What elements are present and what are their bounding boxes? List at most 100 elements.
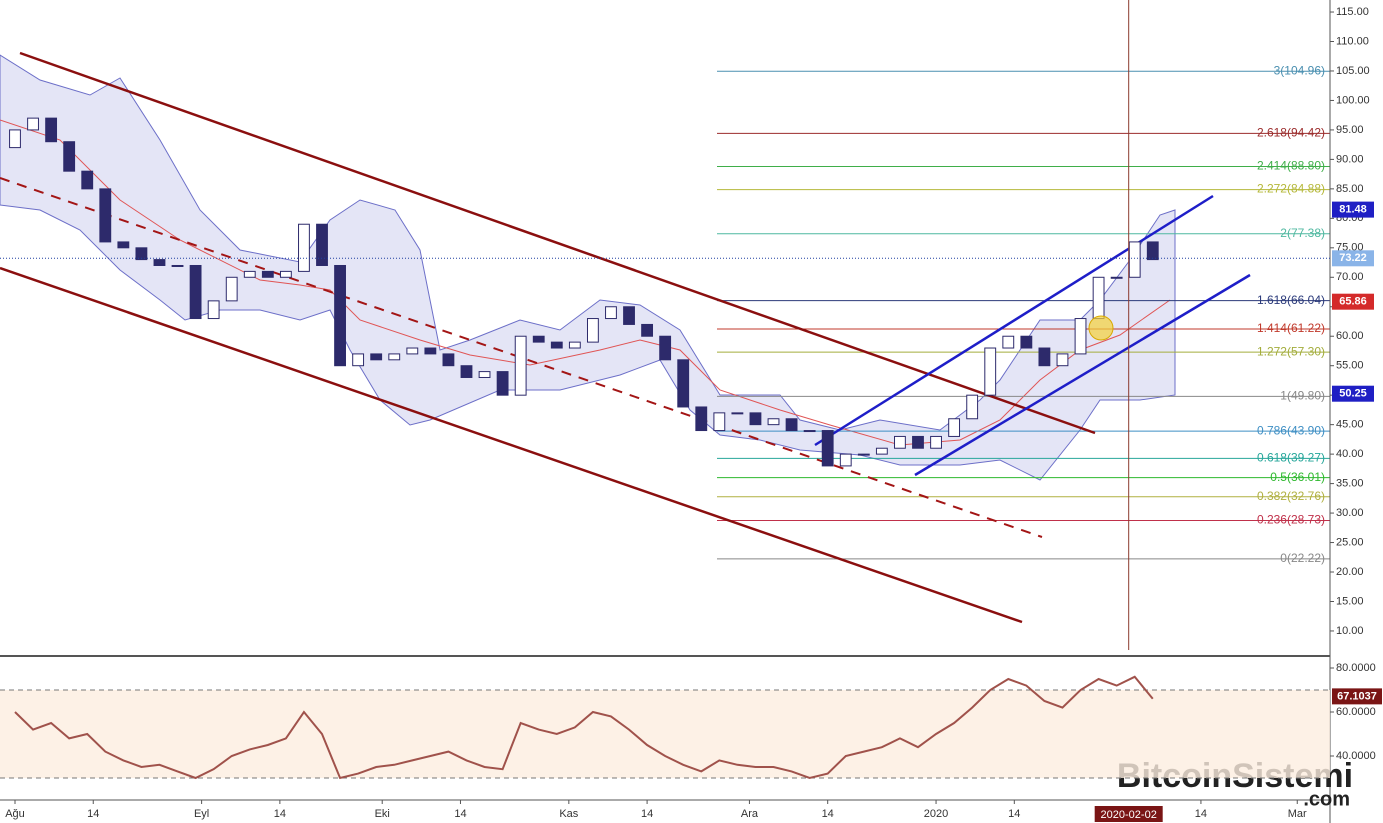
rising-channel	[814, 194, 1214, 447]
price-tag	[1332, 293, 1374, 310]
y-tick-label: 70.00	[1336, 271, 1364, 283]
candle-body	[641, 323, 654, 337]
fibonacci: 3(104.96) 2.618(94.42) 2.414(88.80) 2.272(8…	[717, 63, 1330, 565]
candle-body	[153, 259, 166, 266]
highlight	[1088, 315, 1114, 341]
y-tick-label: 55.00	[1336, 360, 1364, 372]
fib-label: 0.5(36.01)	[1270, 470, 1325, 484]
y-tick-label: 105.00	[1336, 65, 1370, 77]
fib-label: 2(77.38)	[1280, 226, 1325, 240]
candle-body	[1020, 335, 1033, 349]
fib-label: 0(22.22)	[1280, 551, 1325, 565]
candle-body	[821, 430, 834, 467]
candle-body	[966, 394, 979, 420]
candle-body	[550, 341, 563, 349]
candle-body	[261, 270, 274, 278]
candle-body	[875, 447, 888, 455]
candle-body	[496, 371, 509, 396]
candle-body	[298, 223, 310, 272]
candle-body	[478, 371, 491, 378]
candle-body	[677, 359, 690, 408]
candle-body	[1128, 241, 1141, 278]
candle-body	[1056, 353, 1069, 367]
y-tick-label: 90.00	[1336, 153, 1364, 165]
candle-body	[424, 347, 437, 355]
y-tick-label: 25.00	[1336, 536, 1364, 548]
y-tick-label: 40.0000	[1336, 750, 1376, 762]
candle-body	[568, 341, 581, 349]
y-tick-label: 115.00	[1336, 6, 1369, 18]
candle-body	[803, 430, 816, 433]
x-tick-label: Kas	[559, 808, 578, 820]
y-tick-label: 35.00	[1336, 478, 1364, 490]
fib-label: 2.414(88.80)	[1257, 159, 1325, 173]
rsi-band	[0, 690, 1330, 778]
fib-label: 0.382(32.76)	[1257, 489, 1325, 503]
y-tick-label: 95.00	[1336, 124, 1364, 136]
price-tag	[1332, 201, 1374, 218]
candle-body	[749, 412, 762, 426]
fib-label: 1(49.80)	[1280, 389, 1325, 403]
rsi-tag	[1332, 688, 1382, 705]
price-tag-label: 65.86	[1339, 296, 1367, 308]
rsi-line	[14, 675, 1154, 780]
candle-body	[623, 306, 635, 325]
x-tick-label: 14	[274, 808, 286, 820]
candle-body	[117, 241, 130, 249]
rising-channel	[914, 273, 1251, 477]
candle-body	[1110, 276, 1123, 279]
candle-body	[984, 347, 997, 396]
candle-body	[207, 300, 220, 320]
price-tag-label: 81.48	[1339, 204, 1367, 216]
x-tick-label: Eki	[375, 808, 390, 820]
fib-label: 0.786(43.90)	[1257, 423, 1325, 437]
candle-body	[388, 353, 401, 361]
candle-body	[99, 188, 112, 243]
candle-body	[9, 129, 21, 149]
price-tag-label: 50.25	[1339, 388, 1367, 400]
candle-body	[442, 353, 455, 367]
fib-label: 0.236(28.73)	[1257, 513, 1325, 527]
y-tick-label: 85.00	[1336, 183, 1364, 195]
candle-body	[532, 335, 545, 343]
candle-body	[135, 247, 148, 261]
date-tag	[1094, 806, 1163, 822]
candle-body	[171, 264, 184, 267]
x-tick-label: 14	[822, 808, 834, 820]
y-tick-label: 100.00	[1336, 94, 1370, 106]
price-tag	[1332, 250, 1374, 267]
candle-body	[1074, 318, 1087, 355]
candle-body	[586, 318, 599, 343]
candle-body	[785, 418, 798, 432]
candle-body	[81, 170, 94, 190]
date-tag-label: 2020-02-02	[1101, 809, 1157, 821]
candle-body	[352, 353, 365, 367]
y-tick-label: 60.0000	[1336, 706, 1376, 718]
candle-body	[514, 335, 527, 396]
candle-body	[1002, 335, 1015, 349]
y-tick-label: 15.00	[1336, 595, 1364, 607]
y-tick-label: 80.0000	[1336, 662, 1376, 674]
fib-label: 1.272(57.30)	[1257, 344, 1325, 358]
y-tick-label: 40.00	[1336, 448, 1364, 460]
candle-body	[731, 412, 744, 415]
candle-body	[857, 453, 870, 456]
x-tick-label: 14	[1008, 808, 1020, 820]
candle-body	[406, 347, 419, 355]
channel-line	[0, 266, 1023, 624]
fib-label: 3(104.96)	[1274, 63, 1325, 77]
candle-body	[695, 406, 708, 432]
candle-body	[189, 264, 202, 320]
x-tick-label: Ağu	[5, 808, 25, 820]
y-tick-label: 110.00	[1336, 35, 1369, 47]
candle-body	[27, 117, 39, 131]
candle-body	[912, 435, 924, 449]
candle-body	[605, 306, 617, 320]
y-tick-label: 20.00	[1336, 566, 1364, 578]
price-tag	[1332, 385, 1374, 402]
fib-label: 2.272(84.88)	[1257, 182, 1325, 196]
fib-label: 1.414(61.22)	[1257, 321, 1325, 335]
watermark: .com	[1303, 788, 1350, 810]
candle-body	[1146, 241, 1159, 261]
candle-body	[930, 435, 942, 449]
